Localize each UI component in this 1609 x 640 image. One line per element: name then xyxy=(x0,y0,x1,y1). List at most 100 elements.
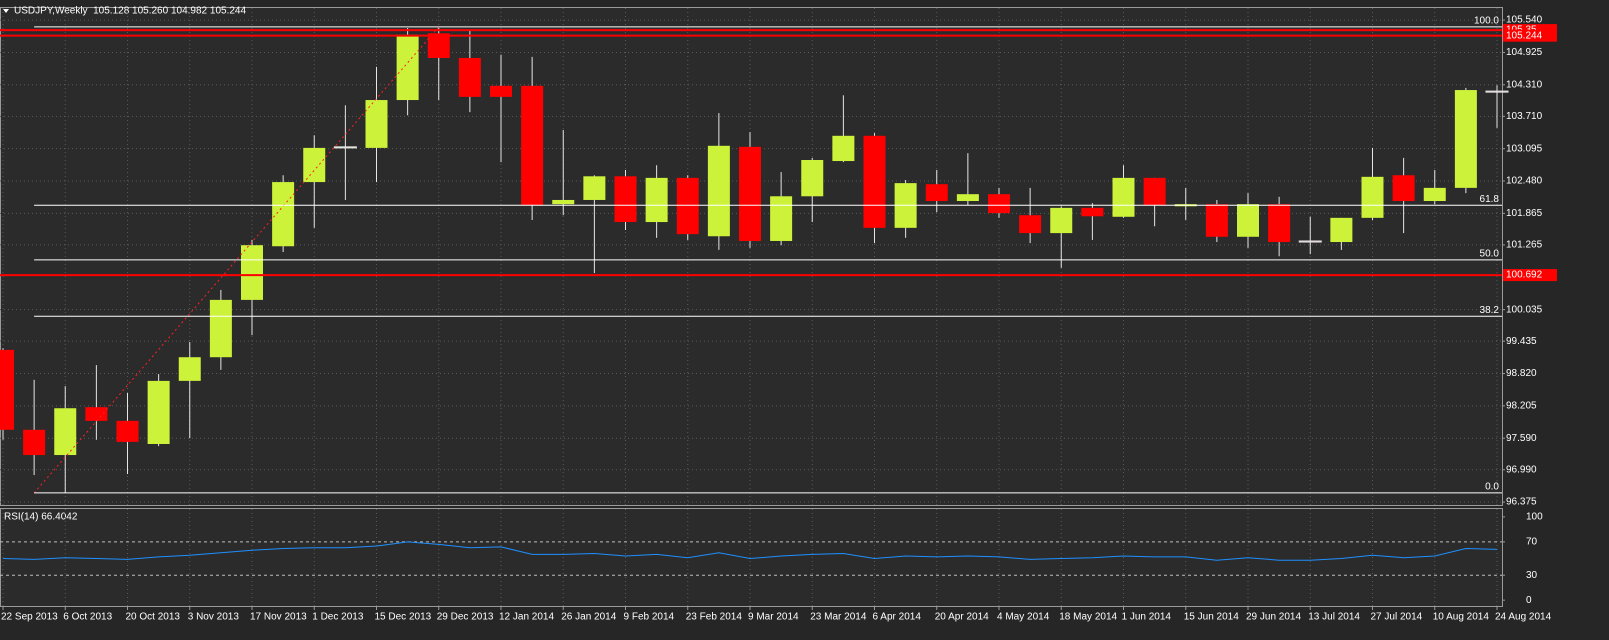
candle-body xyxy=(333,146,357,149)
y-tick-label: 96.375 xyxy=(1506,497,1537,508)
fib-level-label: 100.0 xyxy=(1474,16,1499,27)
x-tick-label: 15 Dec 2013 xyxy=(375,612,432,623)
candle-body xyxy=(178,357,201,381)
price-label: 105.244 xyxy=(1506,30,1543,41)
x-tick-label: 29 Jun 2014 xyxy=(1246,612,1301,623)
fib-level-label: 61.8 xyxy=(1480,194,1500,205)
x-tick-label: 23 Feb 2014 xyxy=(686,612,743,623)
candle-body xyxy=(427,33,450,58)
candle-body xyxy=(832,135,855,162)
candle-body xyxy=(1143,177,1166,206)
candle-body xyxy=(583,176,606,200)
candle-body xyxy=(956,194,979,202)
candle-body xyxy=(614,176,637,223)
candle-body xyxy=(1298,240,1322,243)
candle-body xyxy=(396,34,419,101)
candle-body xyxy=(54,408,77,456)
x-tick-label: 18 May 2014 xyxy=(1059,612,1117,623)
candle-body xyxy=(552,199,575,205)
y-tick-label: 104.925 xyxy=(1506,47,1543,58)
x-tick-label: 13 Jul 2014 xyxy=(1308,612,1360,623)
y-tick-label: 102.480 xyxy=(1506,176,1543,187)
candle-body xyxy=(116,420,139,442)
candle-body xyxy=(209,299,232,358)
x-tick-label: 9 Feb 2014 xyxy=(624,612,675,623)
chart-title: USDJPY,Weekly 105.128 105.260 104.982 10… xyxy=(14,6,246,17)
fib-level-label: 0.0 xyxy=(1485,482,1499,493)
candle-body xyxy=(272,182,295,247)
candle-body xyxy=(521,85,544,206)
x-tick-label: 24 Aug 2014 xyxy=(1495,612,1552,623)
candle-body xyxy=(85,407,108,421)
candle-body xyxy=(1081,207,1104,217)
candle-body xyxy=(303,147,326,183)
price-label-box xyxy=(1503,29,1557,42)
candle-body xyxy=(645,177,668,223)
y-tick-label: 104.310 xyxy=(1506,79,1543,90)
x-tick-label: 1 Jun 2014 xyxy=(1122,612,1172,623)
fib-level-label: 38.2 xyxy=(1480,305,1500,316)
candle-body xyxy=(1112,177,1135,217)
y-tick-label: 99.435 xyxy=(1506,336,1537,347)
x-tick-label: 9 Mar 2014 xyxy=(748,612,799,623)
y-tick-label: 98.205 xyxy=(1506,401,1537,412)
candle-body xyxy=(1205,204,1228,237)
x-tick-label: 23 Mar 2014 xyxy=(810,612,867,623)
x-tick-label: 6 Apr 2014 xyxy=(873,612,922,623)
candle-body xyxy=(1237,204,1259,237)
candle-body xyxy=(1050,207,1073,234)
x-tick-label: 10 Aug 2014 xyxy=(1433,612,1490,623)
price-label-box xyxy=(1503,269,1557,282)
y-tick-label: 0 xyxy=(1526,595,1532,606)
x-tick-label: 27 Jul 2014 xyxy=(1371,612,1423,623)
x-tick-label: 22 Sep 2013 xyxy=(1,612,58,623)
main-panel xyxy=(0,7,1503,506)
candle-body xyxy=(988,194,1010,214)
price-label: 100.692 xyxy=(1506,270,1543,281)
candle-body xyxy=(23,429,46,456)
candle-body xyxy=(147,380,170,444)
rsi-panel xyxy=(0,508,1503,607)
candle-body xyxy=(676,177,699,235)
x-tick-label: 17 Nov 2013 xyxy=(250,612,307,623)
x-tick-label: 26 Jan 2014 xyxy=(561,612,616,623)
y-tick-label: 70 xyxy=(1526,537,1538,548)
x-tick-label: 29 Dec 2013 xyxy=(437,612,494,623)
y-tick-label: 100.035 xyxy=(1506,304,1543,315)
menu-triangle[interactable] xyxy=(3,9,9,13)
candle-body xyxy=(490,85,512,97)
candle-body xyxy=(1454,90,1477,188)
candle-body xyxy=(0,349,14,430)
y-tick-label: 97.590 xyxy=(1506,433,1537,444)
y-tick-label: 103.095 xyxy=(1506,143,1543,154)
rsi-title: RSI(14) 66.4042 xyxy=(4,512,78,523)
candle-body xyxy=(365,100,388,148)
y-tick-label: 96.990 xyxy=(1506,464,1537,475)
candle-body xyxy=(925,184,948,202)
candle-body xyxy=(458,57,481,97)
candle-body xyxy=(1330,217,1353,243)
candle-body xyxy=(1019,215,1042,234)
candle-body xyxy=(801,159,824,197)
x-tick-label: 20 Apr 2014 xyxy=(935,612,989,623)
rsi-line xyxy=(2,541,1498,561)
x-tick-label: 3 Nov 2013 xyxy=(188,612,240,623)
x-tick-label: 6 Oct 2013 xyxy=(63,612,112,623)
candle-body xyxy=(707,145,730,237)
y-tick-label: 100 xyxy=(1526,512,1543,523)
y-tick-label: 105.540 xyxy=(1506,15,1543,26)
y-tick-label: 101.265 xyxy=(1506,240,1543,251)
x-tick-label: 20 Oct 2013 xyxy=(126,612,181,623)
x-tick-label: 15 Jun 2014 xyxy=(1184,612,1239,623)
candle-body xyxy=(1423,187,1446,202)
candle-body xyxy=(739,146,761,241)
x-tick-label: 4 May 2014 xyxy=(997,612,1050,623)
x-tick-label: 1 Dec 2013 xyxy=(312,612,364,623)
candle-body xyxy=(1268,204,1291,243)
y-tick-label: 98.820 xyxy=(1506,368,1537,379)
candle-body xyxy=(1392,175,1415,202)
candle-body xyxy=(863,135,886,228)
y-tick-label: 103.710 xyxy=(1506,111,1543,122)
